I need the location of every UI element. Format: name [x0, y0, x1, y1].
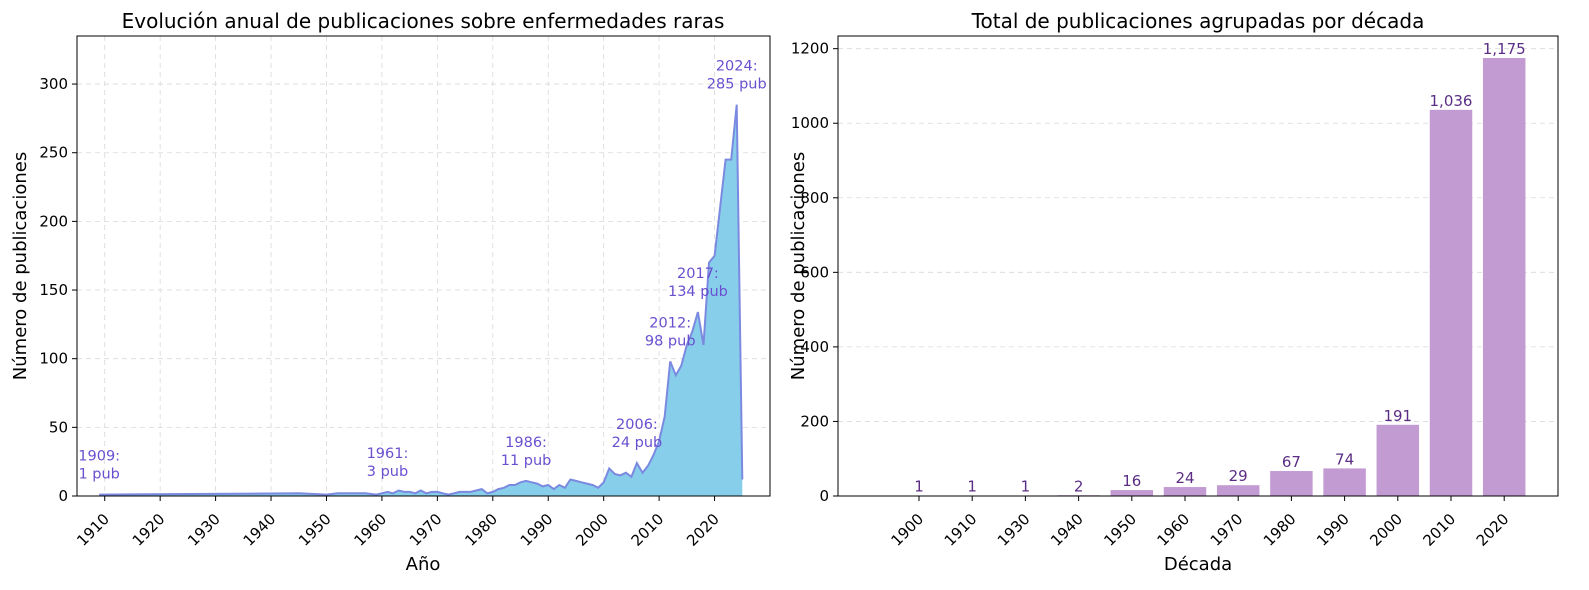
area-annotations: 1909: 1 pub 1961: 3 pub 1986: 11 pub 2006: 24 p…: [78, 59, 766, 483]
area-x-axis-label: Año: [406, 554, 441, 575]
annotation-count: 98 pub: [645, 333, 696, 349]
annotation-count: 1 pub: [78, 467, 119, 483]
annotation-year: 2012:: [649, 315, 691, 331]
area-fill: [99, 104, 743, 496]
area-x-tick-label: 1970: [406, 510, 446, 550]
area-x-tick-label: 2000: [572, 510, 612, 550]
area-chart-frame: [76, 35, 771, 497]
area-x-tick-label: 1960: [350, 510, 390, 550]
area-y-tick-label: 200: [39, 212, 68, 230]
area-y-tick-label: 50: [49, 418, 68, 436]
bar-x-tick-label: 2000: [1366, 510, 1406, 550]
bar-value-label: 191: [1383, 407, 1412, 425]
area-y-ticks: 0 50 100 150 200 250 300: [39, 75, 77, 505]
annotation-count: 134 pub: [668, 284, 728, 300]
area-x-tick-label: 2020: [683, 510, 723, 550]
bar-y-tick-label: 1000: [791, 114, 829, 132]
annotation: 1986: 11 pub: [501, 435, 552, 469]
annotation-year: 1909:: [78, 449, 120, 465]
bar-y-ticks: 0 200 400 600 800 1000 1200: [791, 40, 838, 505]
annotation-year: 2024:: [716, 59, 758, 75]
annotation: 2012: 98 pub: [645, 315, 696, 349]
area-x-tick-label: 2010: [628, 510, 668, 550]
bar: [1110, 490, 1154, 496]
annotation-year: 1986:: [505, 435, 547, 451]
bar-value-label: 1: [967, 478, 977, 496]
annotation-count: 3 pub: [367, 464, 408, 480]
bar-y-tick-label: 1200: [791, 40, 829, 58]
bar-y-axis-label: Número de publicaciones: [788, 152, 809, 380]
area-y-tick-label: 0: [58, 487, 68, 505]
area-x-tick-label: 1940: [240, 510, 280, 550]
annotation: 1909: 1 pub: [78, 449, 120, 483]
bar-value-label: 16: [1122, 472, 1141, 490]
annotation-count: 24 pub: [612, 435, 663, 451]
bar-value-label: 74: [1335, 450, 1354, 468]
bar-value-label: 1,036: [1430, 92, 1473, 110]
area-x-tick-label: 1950: [295, 510, 335, 550]
bar-value-label: 1: [914, 478, 924, 496]
bar: [1376, 424, 1420, 496]
annotation-year: 2006:: [616, 417, 658, 433]
area-y-tick-label: 300: [39, 75, 68, 93]
bar-y-tick-label: 600: [800, 263, 829, 281]
area-x-tick-label: 1990: [517, 510, 557, 550]
area-x-tick-label: 1980: [461, 510, 501, 550]
bar-value-labels: 1 1 1 2 16 24 29 67 74 191 1,036 1,175: [914, 40, 1525, 496]
bar: [1482, 57, 1526, 496]
bar-value-label: 1,175: [1483, 40, 1526, 58]
bar: [1429, 109, 1473, 497]
area-chart: Evolución anual de publicaciones sobre e…: [10, 9, 771, 575]
bar: [1163, 487, 1207, 496]
bar: [1323, 468, 1366, 496]
bar-value-label: 2: [1074, 477, 1084, 495]
bar: [1270, 471, 1313, 496]
bar-x-tick-label: 1900: [888, 510, 928, 550]
area-x-tick-label: 1910: [73, 510, 113, 550]
bar-x-tick-label: 1910: [941, 510, 981, 550]
bar-x-tick-label: 1980: [1260, 510, 1300, 550]
annotation: 2024: 285 pub: [707, 59, 767, 93]
annotation-count: 11 pub: [501, 453, 552, 469]
bar-chart: Total de publicaciones agrupadas por déc…: [788, 9, 1559, 575]
bar: [1216, 485, 1260, 496]
bar-x-tick-label: 2010: [1420, 510, 1460, 550]
annotation-year: 2017:: [677, 266, 719, 282]
bar-x-tick-label: 1950: [1100, 510, 1140, 550]
area-x-ticks: 1910 1920 1930 1940 1950 1960 1970 1980 1990 2000…: [73, 496, 723, 550]
bar-x-tick-label: 2020: [1473, 510, 1513, 550]
annotation-year: 1961:: [367, 446, 409, 462]
bar-x-tick-label: 1940: [1047, 510, 1087, 550]
bar-x-tick-label: 1930: [994, 510, 1034, 550]
bar-value-label: 24: [1175, 469, 1194, 487]
area-x-tick-label: 1920: [129, 510, 169, 550]
area-x-tick-label: 1930: [184, 510, 224, 550]
bar-group: [897, 57, 1526, 497]
bar-x-axis-label: Década: [1164, 554, 1232, 575]
bar-x-tick-label: 1970: [1207, 510, 1247, 550]
bar-value-label: 29: [1229, 467, 1248, 485]
bar-y-tick-label: 800: [800, 189, 829, 207]
bar-x-tick-label: 1960: [1154, 510, 1194, 550]
area-chart-title: Evolución anual de publicaciones sobre e…: [122, 9, 725, 33]
bar-y-tick-label: 400: [800, 338, 829, 356]
area-y-tick-label: 150: [39, 281, 68, 299]
bar-x-ticks: 1900 1910 1930 1940 1950 1960 1970 1980 1990 2000…: [888, 496, 1513, 550]
area-y-axis-label: Número de publicaciones: [10, 152, 31, 380]
annotation-count: 285 pub: [707, 77, 767, 93]
bar-x-tick-label: 1990: [1313, 510, 1353, 550]
bar-y-tick-label: 0: [819, 487, 829, 505]
annotation: 2006: 24 pub: [612, 417, 663, 451]
bar-value-label: 67: [1282, 453, 1301, 471]
area-y-tick-label: 100: [39, 350, 68, 368]
area-line: [99, 104, 744, 496]
bar-chart-frame: [837, 35, 1559, 497]
bar-chart-title: Total de publicaciones agrupadas por déc…: [971, 9, 1425, 33]
bar-y-tick-label: 200: [800, 412, 829, 430]
bar-value-label: 1: [1021, 478, 1031, 496]
area-y-tick-label: 250: [39, 144, 68, 162]
annotation: 1961: 3 pub: [367, 446, 409, 480]
annotation: 2017: 134 pub: [668, 266, 728, 300]
